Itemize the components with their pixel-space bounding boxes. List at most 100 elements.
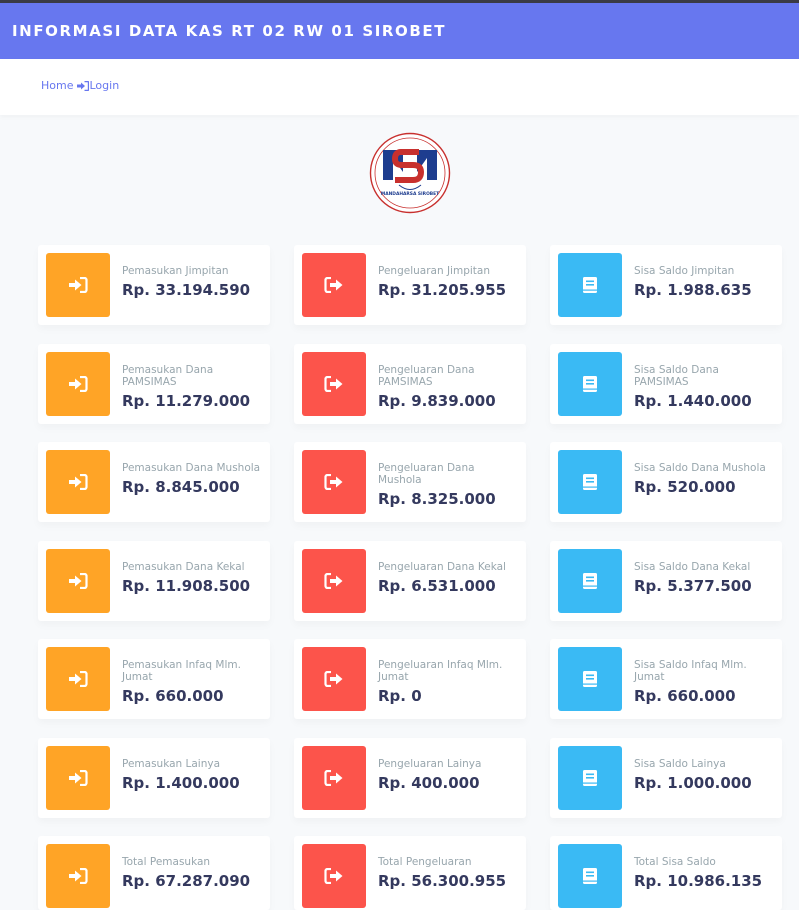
book-icon bbox=[582, 276, 598, 294]
card-label: Sisa Saldo Lainya bbox=[634, 758, 726, 770]
card-value: Rp. 0 bbox=[378, 687, 422, 705]
card-icon-box bbox=[558, 549, 622, 613]
card-icon-box bbox=[302, 253, 366, 317]
card-value: Rp. 67.287.090 bbox=[122, 872, 251, 890]
card-value: Rp. 56.300.955 bbox=[378, 872, 507, 890]
card-expense: Pengeluaran Dana Mushola Rp. 8.325.000 bbox=[294, 442, 526, 522]
home-link[interactable]: Home bbox=[41, 79, 74, 92]
card-value: Rp. 9.839.000 bbox=[378, 392, 496, 410]
card-icon-box bbox=[558, 352, 622, 416]
card-expense: Pengeluaran Lainya Rp. 400.000 bbox=[294, 738, 526, 818]
sign-in-icon bbox=[77, 80, 90, 91]
sign-out-icon bbox=[324, 376, 344, 392]
card-balance: Sisa Saldo Dana PAMSIMAS Rp. 1.440.000 bbox=[550, 344, 782, 424]
card-label: Pemasukan Dana Kekal bbox=[122, 561, 245, 573]
card-income: Pemasukan Dana Mushola Rp. 8.845.000 bbox=[38, 442, 270, 522]
card-label: Pengeluaran Infaq Mlm. Jumat bbox=[378, 659, 503, 683]
card-balance: Sisa Saldo Jimpitan Rp. 1.988.635 bbox=[550, 245, 782, 325]
card-value: Rp. 8.845.000 bbox=[122, 478, 240, 496]
card-icon-box bbox=[302, 746, 366, 810]
card-income: Total Pemasukan Rp. 67.287.090 bbox=[38, 836, 270, 910]
nav-links: Home Login bbox=[41, 79, 119, 92]
card-label: Pemasukan Dana PAMSIMAS bbox=[122, 364, 214, 388]
card-income: Pemasukan Dana Kekal Rp. 11.908.500 bbox=[38, 541, 270, 621]
card-icon-box bbox=[302, 352, 366, 416]
card-value: Rp. 400.000 bbox=[378, 774, 480, 792]
page-title: INFORMASI DATA KAS RT 02 RW 01 SIROBET bbox=[12, 22, 447, 40]
card-icon-box bbox=[302, 450, 366, 514]
card-label: Pengeluaran Dana PAMSIMAS bbox=[378, 364, 475, 388]
sign-in-icon bbox=[68, 277, 88, 293]
card-label: Pemasukan Jimpitan bbox=[122, 265, 229, 277]
card-icon-box bbox=[558, 647, 622, 711]
card-value: Rp. 660.000 bbox=[122, 687, 224, 705]
sign-out-icon bbox=[324, 474, 344, 490]
book-icon bbox=[582, 769, 598, 787]
card-label: Pengeluaran Lainya bbox=[378, 758, 482, 770]
book-icon bbox=[582, 867, 598, 885]
logo: MANDAHARSA SIROBET bbox=[369, 132, 451, 214]
card-expense: Total Pengeluaran Rp. 56.300.955 bbox=[294, 836, 526, 910]
sign-out-icon bbox=[324, 671, 344, 687]
card-icon-box bbox=[46, 844, 110, 908]
card-label: Total Pemasukan bbox=[122, 856, 211, 868]
card-label: Sisa Saldo Dana Mushola bbox=[634, 462, 766, 474]
card-value: Rp. 5.377.500 bbox=[634, 577, 752, 595]
card-balance: Total Sisa Saldo Rp. 10.986.135 bbox=[550, 836, 782, 910]
card-icon-box bbox=[302, 549, 366, 613]
sign-in-icon bbox=[68, 376, 88, 392]
navbar: Home Login bbox=[0, 59, 799, 115]
svg-text:MANDAHARSA SIROBET: MANDAHARSA SIROBET bbox=[381, 191, 439, 197]
card-label: Pengeluaran Jimpitan bbox=[378, 265, 490, 277]
card-value: Rp. 1.400.000 bbox=[122, 774, 240, 792]
top-strip bbox=[0, 0, 799, 3]
card-label: Sisa Saldo Dana Kekal bbox=[634, 561, 751, 573]
card-balance: Sisa Saldo Infaq Mlm. Jumat Rp. 660.000 bbox=[550, 639, 782, 719]
sign-out-icon bbox=[324, 277, 344, 293]
card-value: Rp. 1.988.635 bbox=[634, 281, 752, 299]
card-icon-box bbox=[46, 549, 110, 613]
login-link[interactable]: Login bbox=[77, 79, 119, 92]
card-icon-box bbox=[302, 647, 366, 711]
sign-out-icon bbox=[324, 573, 344, 589]
book-icon bbox=[582, 572, 598, 590]
card-value: Rp. 6.531.000 bbox=[378, 577, 496, 595]
card-value: Rp. 520.000 bbox=[634, 478, 736, 496]
card-icon-box bbox=[46, 352, 110, 416]
card-icon-box bbox=[46, 647, 110, 711]
card-income: Pemasukan Jimpitan Rp. 33.194.590 bbox=[38, 245, 270, 325]
card-icon-box bbox=[558, 844, 622, 908]
card-label: Pengeluaran Dana Kekal bbox=[378, 561, 506, 573]
sign-in-icon bbox=[68, 868, 88, 884]
login-label: Login bbox=[89, 79, 120, 92]
book-icon bbox=[582, 670, 598, 688]
card-label: Sisa Saldo Jimpitan bbox=[634, 265, 735, 277]
card-label: Pemasukan Lainya bbox=[122, 758, 221, 770]
card-balance: Sisa Saldo Dana Mushola Rp. 520.000 bbox=[550, 442, 782, 522]
book-icon bbox=[582, 473, 598, 491]
sign-out-icon bbox=[324, 868, 344, 884]
book-icon bbox=[582, 375, 598, 393]
card-expense: Pengeluaran Infaq Mlm. Jumat Rp. 0 bbox=[294, 639, 526, 719]
card-icon-box bbox=[558, 746, 622, 810]
card-expense: Pengeluaran Dana Kekal Rp. 6.531.000 bbox=[294, 541, 526, 621]
card-value: Rp. 1.440.000 bbox=[634, 392, 752, 410]
card-label: Sisa Saldo Infaq Mlm. Jumat bbox=[634, 659, 747, 683]
card-label: Total Sisa Saldo bbox=[634, 856, 716, 868]
card-value: Rp. 31.205.955 bbox=[378, 281, 507, 299]
card-balance: Sisa Saldo Lainya Rp. 1.000.000 bbox=[550, 738, 782, 818]
card-income: Pemasukan Lainya Rp. 1.400.000 bbox=[38, 738, 270, 818]
card-label: Pengeluaran Dana Mushola bbox=[378, 462, 475, 486]
card-income: Pemasukan Dana PAMSIMAS Rp. 11.279.000 bbox=[38, 344, 270, 424]
card-value: Rp. 8.325.000 bbox=[378, 490, 496, 508]
card-label: Pemasukan Dana Mushola bbox=[122, 462, 261, 474]
card-balance: Sisa Saldo Dana Kekal Rp. 5.377.500 bbox=[550, 541, 782, 621]
card-expense: Pengeluaran Jimpitan Rp. 31.205.955 bbox=[294, 245, 526, 325]
card-icon-box bbox=[558, 450, 622, 514]
page-header: INFORMASI DATA KAS RT 02 RW 01 SIROBET bbox=[0, 3, 799, 59]
card-icon-box bbox=[46, 450, 110, 514]
card-value: Rp. 33.194.590 bbox=[122, 281, 251, 299]
card-value: Rp. 1.000.000 bbox=[634, 774, 752, 792]
sign-in-icon bbox=[68, 573, 88, 589]
card-icon-box bbox=[46, 253, 110, 317]
